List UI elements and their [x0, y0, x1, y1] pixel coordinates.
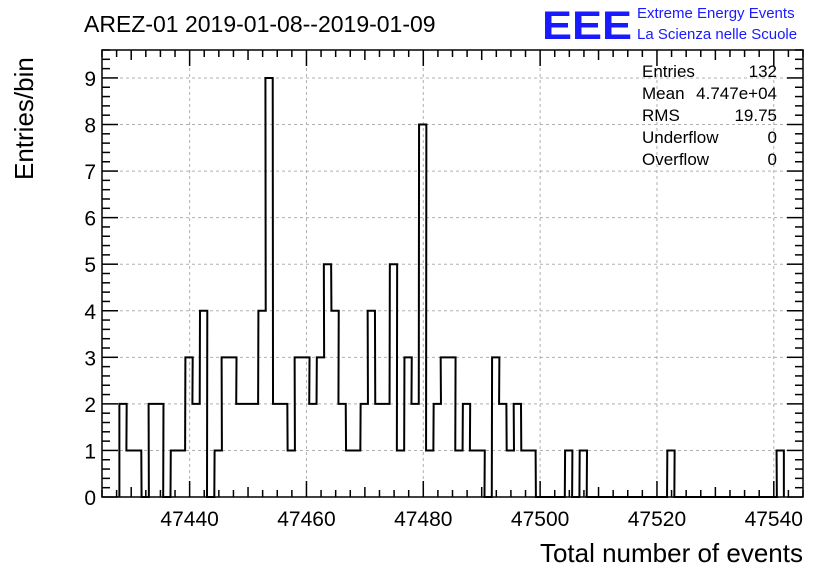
- stats-overflow-label: Overflow: [642, 150, 710, 169]
- y-tick-label: 0: [84, 487, 96, 510]
- y-tick-label: 5: [84, 254, 96, 277]
- stats-rms-value: 19.75: [734, 106, 777, 125]
- eee-logo-mark: EEE: [542, 4, 632, 48]
- y-tick-label: 1: [84, 440, 96, 463]
- eee-logo-line1: Extreme Energy Events: [637, 5, 795, 22]
- x-tick-label: 47540: [745, 508, 803, 531]
- stats-underflow-value: 0: [768, 128, 777, 147]
- stats-entries-label: Entries: [642, 62, 695, 81]
- y-tick-label: 9: [84, 68, 96, 91]
- stats-underflow-label: Underflow: [642, 128, 719, 147]
- stats-box: Entries 132 Mean 4.747e+04 RMS 19.75 Und…: [642, 62, 777, 169]
- axis-tick-labels: 47440 47460 47480 47500 47520 47540 0 1 2 3 4 5 6 7 8 9: [84, 68, 803, 531]
- stats-entries-value: 132: [749, 62, 777, 81]
- eee-logo-line2: La Scienza nelle Scuole: [637, 26, 797, 43]
- y-tick-label: 3: [84, 347, 96, 370]
- axis-ticks: [101, 49, 804, 498]
- stats-rms-label: RMS: [642, 106, 680, 125]
- stats-mean-label: Mean: [642, 84, 685, 103]
- eee-logo: EEE Extreme Energy Events La Scienza nel…: [542, 4, 797, 48]
- y-tick-label: 8: [84, 115, 96, 138]
- stats-overflow-value: 0: [768, 150, 777, 169]
- y-tick-label: 6: [84, 208, 96, 231]
- y-tick-label: 7: [84, 161, 96, 184]
- x-tick-label: 47480: [394, 508, 452, 531]
- y-tick-label: 4: [84, 301, 96, 324]
- chart-title: AREZ-01 2019-01-08--2019-01-09: [84, 11, 436, 37]
- x-tick-label: 47440: [160, 508, 218, 531]
- x-axis-title: Total number of events: [540, 538, 803, 568]
- x-tick-label: 47520: [628, 508, 686, 531]
- grid-lines: [102, 50, 803, 497]
- y-axis-title: Entries/bin: [9, 57, 39, 180]
- x-tick-label: 47460: [277, 508, 335, 531]
- y-tick-label: 2: [84, 394, 96, 417]
- x-tick-label: 47500: [511, 508, 569, 531]
- stats-mean-value: 4.747e+04: [696, 84, 777, 103]
- histogram-outline: [118, 76, 785, 498]
